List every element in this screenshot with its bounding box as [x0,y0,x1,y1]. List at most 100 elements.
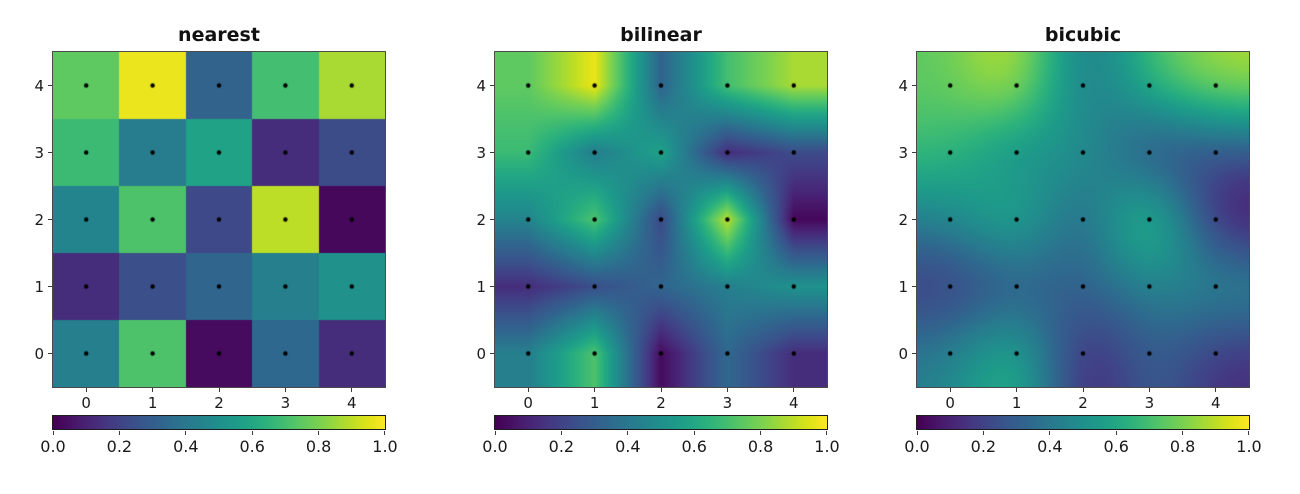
colorbar-tick-label: 0.6 [1103,437,1129,456]
x-tick-label: 2 [214,394,224,412]
x-tick-mark [793,388,795,392]
y-tick-mark [490,353,494,354]
y-tick-label: 0 [34,344,44,363]
colorbar-tick-label: 0.0 [40,437,66,456]
x-tick-mark [351,388,353,392]
x-tick-mark [1215,388,1217,392]
colorbar-tick-label: 0.2 [106,437,133,456]
x-tick-label: 4 [347,394,357,412]
colorbar-tick-mark [627,431,629,435]
x-tick-label: 2 [1078,394,1088,412]
colorbar-tick-label: 0.8 [1169,437,1196,456]
x-tick-mark [660,388,662,392]
colorbar-tick-mark [982,431,984,435]
heatmap-panel-nearest: nearest 4 3 2 1 0 0 1 2 3 4 0.0 0.2 0.4 0.6 0.8 1.0 [34,24,397,456]
colorbar-tick-mark [560,431,562,435]
colorbar-tick-label: 1.0 [814,437,840,456]
x-tick-mark [594,388,596,392]
colorbar-tick-mark [118,431,120,435]
y-tick-mark [490,219,494,220]
colorbar-tick-label: 0.2 [970,437,997,456]
x-tick-mark [527,388,529,392]
y-tick-label: 0 [898,344,908,363]
y-tick-label: 4 [898,76,908,95]
colorbar-tick-mark [318,431,320,435]
panel-title-nearest: nearest [178,24,260,46]
heatmap-panel-bilinear: bilinear 4 3 2 1 0 0 1 2 3 4 0.0 0.2 0.4 0.6 0.8 1.0 [476,24,839,456]
x-tick-label: 0 [523,394,533,412]
x-tick-mark [85,388,87,392]
colorbar-tick-label: 0.4 [615,437,641,456]
heatmap-canvas-nearest [53,52,385,387]
colorbar-tick-label: 0.8 [747,437,774,456]
x-tick-label: 3 [722,394,733,412]
y-tick-mark [912,219,916,220]
x-tick-mark [1016,388,1018,392]
y-tick-mark [48,152,52,153]
x-tick-label: 2 [656,394,666,412]
colorbar-tick-mark [251,431,253,435]
y-tick-mark [912,85,916,86]
y-tick-label: 0 [476,344,486,363]
y-tick-label: 1 [476,277,486,296]
y-tick-label: 3 [898,143,908,162]
x-tick-mark [1148,388,1150,392]
colorbar-tick-label: 0.4 [1037,437,1063,456]
x-tick-label: 3 [1144,394,1155,412]
colorbar-tick-mark [825,431,827,435]
colorbar-tick-label: 0.8 [305,437,332,456]
colorbar-tick-label: 0.0 [482,437,508,456]
x-tick-label: 0 [945,394,955,412]
x-tick-label: 1 [1011,394,1022,412]
colorbar-tick-mark [1182,431,1184,435]
x-tick-mark [284,388,286,392]
colorbar-tick-mark [693,431,695,435]
colorbar-tick-label: 0.6 [239,437,265,456]
colorbar-bilinear [495,416,827,429]
x-tick-label: 4 [1211,394,1221,412]
colorbar-tick-mark [916,431,918,435]
heatmap-canvas-bicubic [917,52,1249,387]
x-tick-label: 1 [147,394,158,412]
y-tick-mark [912,286,916,287]
colorbar-tick-label: 0.0 [904,437,930,456]
panel-title-bilinear: bilinear [620,24,702,46]
y-tick-mark [490,85,494,86]
y-tick-mark [48,353,52,354]
colorbar-tick-label: 1.0 [372,437,398,456]
panel-title-bicubic: bicubic [1044,24,1122,46]
y-tick-mark [48,286,52,287]
colorbar-nearest [53,416,385,429]
colorbar-tick-mark [1247,431,1249,435]
colorbar-tick-mark [383,431,385,435]
colorbar-tick-mark [52,431,54,435]
x-tick-mark [949,388,951,392]
x-tick-label: 3 [280,394,291,412]
colorbar-tick-label: 0.6 [681,437,707,456]
y-tick-label: 4 [476,76,486,95]
x-tick-mark [726,388,728,392]
heatmap-canvas-bilinear [495,52,827,387]
y-tick-label: 1 [898,277,908,296]
colorbar-tick-mark [760,431,762,435]
colorbar-tick-mark [185,431,187,435]
y-tick-mark [912,353,916,354]
y-tick-label: 2 [34,210,44,229]
x-tick-label: 0 [81,394,91,412]
y-tick-mark [490,286,494,287]
y-tick-label: 1 [34,277,44,296]
y-tick-mark [912,152,916,153]
colorbar-gradient-nearest [53,416,385,429]
colorbar-tick-mark [1115,431,1117,435]
y-tick-mark [490,152,494,153]
y-tick-mark [48,219,52,220]
x-tick-mark [152,388,154,392]
colorbar-tick-label: 0.2 [548,437,575,456]
colorbar-tick-label: 1.0 [1236,437,1262,456]
colorbar-gradient-bicubic [917,416,1249,429]
x-tick-mark [1082,388,1084,392]
colorbar-bicubic [917,416,1249,429]
x-tick-mark [218,388,220,392]
y-tick-label: 2 [476,210,486,229]
